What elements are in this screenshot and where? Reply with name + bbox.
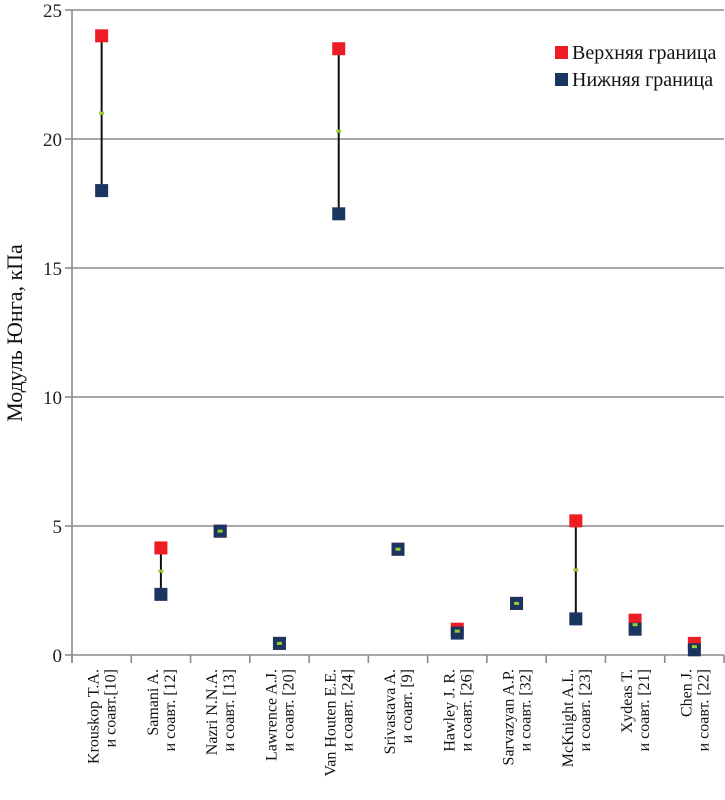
x-category-label: Krouskop T.A. и соавт.[10] [86,669,120,764]
legend-swatch-upper [555,46,568,59]
x-category-label-name: Krouskop T.A. [86,669,103,764]
x-category-label-ref: и соавт. [26] [458,669,475,751]
x-category-label: Hawley J. R. и соавт. [26] [441,669,475,752]
upper-bound-marker [154,541,168,555]
x-category-label-ref: и соавт. [32] [518,669,535,751]
x-category-label: Lawrence A.J. и соавт. [20] [263,669,297,761]
y-tick-labels: 0 5 10 15 20 25 [43,1,62,667]
midpoint-marker [217,529,223,533]
legend-swatch-lower [555,73,568,86]
x-category-label: Samani A. и соавт. [12] [145,669,179,751]
midpoint-marker [99,111,105,115]
lower-bound-marker [332,207,346,221]
x-category-label: McKnight A.L. и соавт. [23] [560,669,594,767]
midpoint-marker [276,641,282,645]
x-category-label: Chen J. и соавт. [22] [678,669,712,751]
y-tick-label: 10 [43,388,62,409]
midpoint-marker [514,601,520,605]
x-category-label-ref: и соавт. [9] [399,669,416,743]
midpoint-marker [454,629,460,633]
x-category-label-name: Xydeas T. [619,669,636,733]
midpoint-marker [336,129,342,133]
lower-bound-marker [154,587,168,601]
x-category-label-ref: и соавт. [23] [577,669,594,751]
legend-label-lower: Нижняя граница [572,69,713,91]
x-category-label-name: Nazri N.N.A. [204,669,221,755]
gridlines [72,9,724,527]
x-category-label: Srivastava A. и соавт. [9] [382,669,416,754]
y-tick-label: 25 [43,1,62,22]
lower-bound-marker [687,643,701,657]
x-category-label-ref: и соавт. [24] [340,669,357,751]
x-category-labels: Krouskop T.A. и соавт.[10] Samani A. и соав… [86,669,713,777]
x-category-label-ref: и соавт. [21] [636,669,653,751]
markers [95,29,701,657]
lower-bound-marker [95,184,109,198]
upper-bound-marker [95,29,109,43]
legend-item-upper: Верхняя граница [555,42,717,64]
range-lines [100,35,577,619]
x-category-label-name: Lawrence A.J. [263,669,280,761]
midpoint-marker [158,569,164,573]
legend: Верхняя граница Нижняя граница [555,42,717,91]
x-category-label-ref: и соавт. [20] [280,669,297,751]
x-category-label-ref: и соавт.[10] [103,669,120,747]
x-category-label-name: Chen J. [678,669,695,717]
legend-label-upper: Верхняя граница [572,42,717,64]
x-category-label-ref: и соавт. [13] [221,669,238,751]
y-tick-label: 20 [43,130,62,151]
x-category-label-ref: и соавт. [22] [695,669,712,751]
upper-bound-marker [569,514,583,528]
x-category-label: Van Houten E.E. и соавт. [24] [323,669,357,777]
y-tick-label: 0 [53,646,63,667]
lower-bound-marker [450,626,464,640]
x-category-label-name: Sarvazyan A.P. [501,669,518,765]
midpoint-marker [573,568,579,572]
x-category-label: Sarvazyan A.P. и соавт. [32] [501,669,535,765]
y-tick-label: 5 [53,517,63,538]
x-category-label-name: Srivastava A. [382,669,399,754]
axes [65,9,725,663]
x-category-label-ref: и соавт. [12] [162,669,179,751]
midpoint-marker [632,623,638,627]
lower-bound-marker [569,612,583,626]
x-category-label: Nazri N.N.A. и соавт. [13] [204,669,238,755]
y-axis-title: Модуль Юнга, кПа [2,244,27,422]
x-category-label: Xydeas T. и соавт. [21] [619,669,653,751]
y-tick-label: 15 [43,259,62,280]
lower-bound-marker [628,622,642,636]
legend-item-lower: Нижняя граница [555,69,713,91]
midpoint-marker [395,547,401,551]
midpoint-marker [691,645,697,649]
x-category-label-name: Hawley J. R. [441,669,458,752]
x-category-label-name: McKnight A.L. [560,669,577,767]
x-category-label-name: Van Houten E.E. [323,669,340,777]
upper-bound-marker [332,42,346,56]
x-category-label-name: Samani A. [145,669,162,736]
